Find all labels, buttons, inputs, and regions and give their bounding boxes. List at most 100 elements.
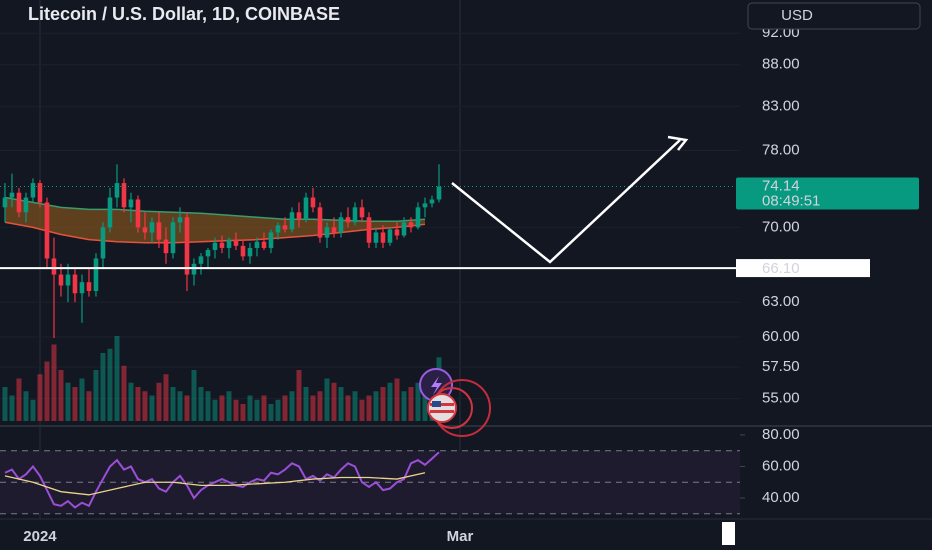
volume-bar [128,382,134,421]
candle-body [86,282,92,292]
x-tick-label: Mar [447,528,474,545]
candle-body [72,274,78,294]
volume-bar [317,391,323,421]
volume-bar [51,344,57,421]
rsi-tick-label: 80.00 [762,426,800,443]
volume-bar [156,382,162,421]
volume-bar [261,395,267,421]
flag-icon[interactable] [427,379,491,437]
rsi-tick-label: 60.00 [762,457,800,474]
currency-button[interactable] [747,2,921,30]
volume-bar [205,391,211,421]
volume-bar [114,336,120,421]
volume-bar [191,370,197,421]
candle-body [9,192,15,198]
candle-body [233,239,239,246]
candle-body [2,197,8,208]
candle-body [100,227,106,259]
candle-body [121,183,127,208]
volume-bar [338,387,344,421]
volume-bar [219,395,225,421]
candle-body [205,250,211,257]
volume-bar [58,370,64,421]
candle-body [261,241,267,248]
volume-bar [79,378,85,421]
volume-bar [331,382,337,421]
volume-bar [212,399,218,421]
candle-body [58,274,64,286]
candle-body [289,212,295,230]
candle-body [163,239,169,254]
volume-bar [149,395,155,421]
volume-bar [184,395,190,421]
candle-body [310,197,316,208]
candle-body [170,222,176,254]
candle-body [303,197,309,220]
candle-body [177,217,183,223]
volume-bar [401,391,407,421]
scroll-button[interactable] [722,522,735,545]
volume-bar [163,374,169,421]
candle-body [366,217,372,243]
candle-body [401,222,407,236]
candle-body [324,227,330,238]
volume-bar [352,391,358,421]
y-tick-label: 63.00 [762,293,800,310]
volume-bar [23,391,29,421]
drawing-arrowhead [667,135,689,151]
volume-bar [422,378,428,421]
chart-title: Litecoin / U.S. Dollar, 1D, COINBASE [28,4,340,24]
volume-bar [247,395,253,421]
candle-body [317,207,323,238]
volume-bar [100,353,106,421]
volume-bar [65,382,71,421]
volume-bar [16,378,22,421]
volume-bar [226,391,232,421]
volume-bar [170,387,176,421]
volume-bar [107,348,113,421]
candle-body [415,207,421,228]
volume-bar [366,395,372,421]
y-tick-label: 83.00 [762,97,800,114]
candle-body [198,256,204,264]
candle-body [156,222,162,240]
candle-body [226,239,232,248]
volume-bar [289,391,295,421]
candle-body [142,227,148,233]
candle-body [296,212,302,220]
rsi-line [4,451,440,509]
candle-body [387,229,393,243]
candle-body [408,222,414,228]
volume-bar [30,399,36,421]
last-price-label: 74.14 [762,177,800,194]
candle-body [359,207,365,218]
candle-body [429,199,435,204]
currency-label[interactable]: USD [781,7,813,24]
volume-bar [303,387,309,421]
volume-bar [296,370,302,421]
candle-body [212,242,218,251]
candle-body [345,217,351,223]
candle-body [107,197,113,228]
volume-bar [142,391,148,421]
candle-body [373,232,379,243]
candle-body [191,263,197,275]
volume-bar [394,378,400,421]
candle-body [44,202,50,259]
candle-body [65,274,71,286]
candle-body [184,217,190,275]
volume-bar [268,404,274,421]
volume-bar [233,399,239,421]
volume-bar [254,399,260,421]
candle-body [247,247,253,257]
volume-bar [415,382,421,421]
candle-body [23,197,29,213]
volume-bar [408,387,414,421]
candle-body [380,232,386,243]
volume-bar [72,387,78,421]
candle-body [268,232,274,248]
volume-bar [240,404,246,421]
candle-body [352,207,358,223]
volume-bar [345,395,351,421]
candle-body [135,199,141,228]
